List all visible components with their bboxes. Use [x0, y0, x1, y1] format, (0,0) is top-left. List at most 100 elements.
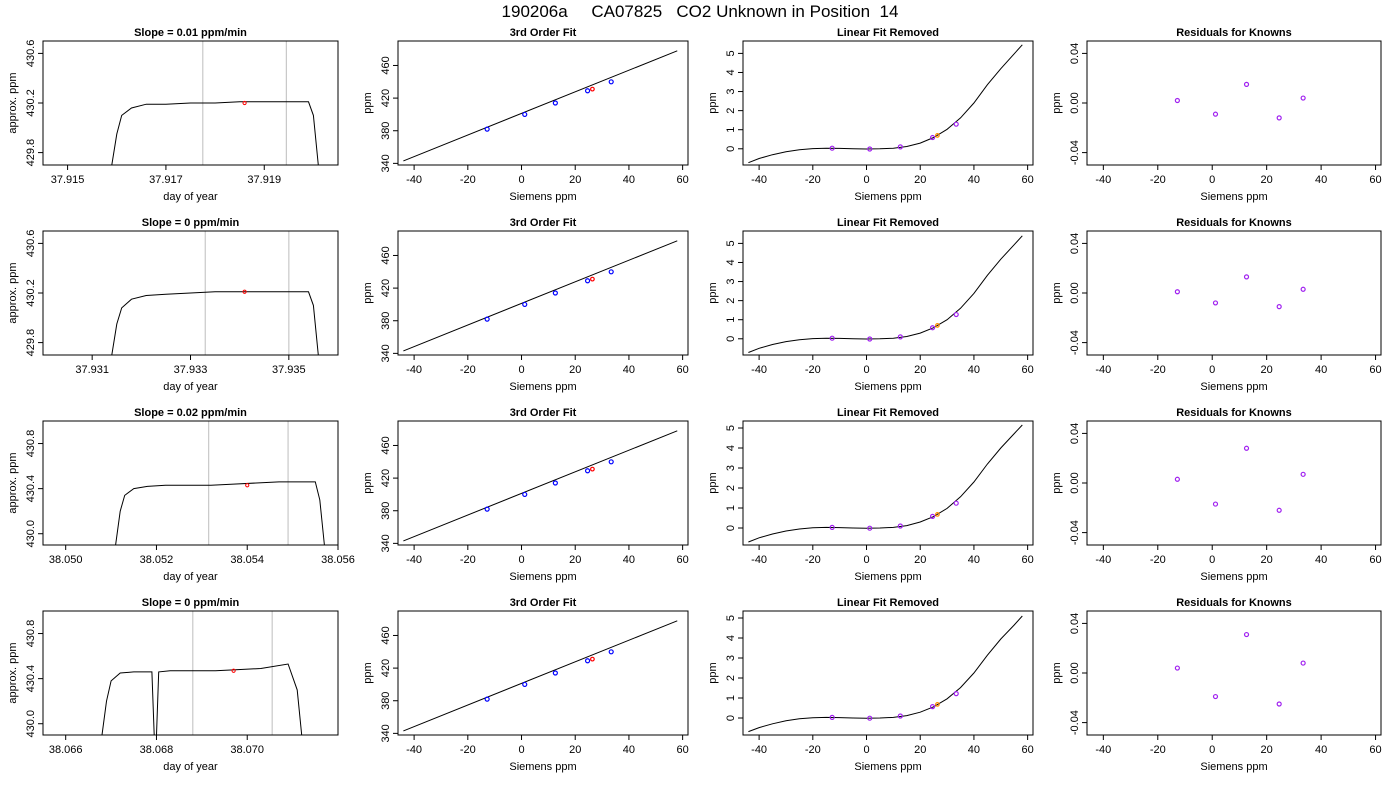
panel-title: Residuals for Knowns	[1176, 407, 1292, 419]
x-tick-label: 40	[968, 554, 980, 566]
x-tick-label: -40	[406, 174, 422, 186]
residual-point	[1276, 701, 1282, 707]
panel-title: Slope = 0 ppm/min	[142, 217, 240, 229]
panel-title: Residuals for Knowns	[1176, 217, 1292, 229]
known-point	[484, 506, 490, 512]
mean-point	[245, 483, 250, 488]
panel-data	[403, 50, 678, 162]
panel-data	[748, 44, 1023, 164]
unknown-point	[935, 323, 940, 328]
known-point	[608, 79, 614, 85]
panel-title: Linear Fit Removed	[837, 597, 939, 609]
panel-data	[748, 615, 1023, 733]
x-tick-label: -20	[1150, 554, 1166, 566]
y-tick-label: 5	[725, 240, 737, 246]
panel-data	[403, 620, 678, 732]
panel-r3-resid: Residuals for Knowns -40 -20 0 20 40 60 -0.04 0.…	[1051, 407, 1382, 583]
x-axis-label: day of year	[163, 191, 218, 203]
y-axis-label: ppm	[1051, 472, 1063, 493]
residual-point	[1174, 289, 1180, 295]
y-tick-label: 1	[725, 127, 737, 133]
known-point	[953, 690, 959, 697]
panel-title: Linear Fit Removed	[837, 217, 939, 229]
plot-frame	[742, 40, 1034, 166]
plot-frame	[397, 40, 689, 166]
y-tick-label: 0	[725, 336, 737, 342]
x-tick-label: -40	[406, 744, 422, 756]
trace-line	[111, 291, 319, 355]
known-point	[552, 100, 558, 106]
x-tick-label: 20	[914, 364, 926, 376]
y-tick-label: -0.04	[1069, 330, 1081, 355]
y-tick-label: 0.04	[1069, 423, 1081, 444]
x-tick-label: -20	[1150, 364, 1166, 376]
known-point	[584, 88, 591, 94]
y-tick-label: 460	[380, 436, 392, 454]
panel-r2-fit: 3rd Order Fit -40 -20 0 20 40 60 340 380 420 460 Si…	[362, 217, 689, 393]
x-tick-label: -20	[805, 744, 821, 756]
y-tick-label: 0.04	[1069, 43, 1081, 64]
known-point	[484, 126, 490, 132]
y-tick-label: 2	[725, 108, 737, 114]
x-tick-label: 60	[1369, 744, 1381, 756]
known-point	[552, 670, 558, 676]
y-axis-label: approx. ppm	[7, 262, 19, 323]
y-tick-label: 430.6	[25, 40, 37, 68]
x-tick-label: 40	[623, 174, 635, 186]
y-tick-label: -0.04	[1069, 520, 1081, 545]
y-tick-label: 460	[380, 246, 392, 264]
x-tick-label: 60	[677, 554, 689, 566]
x-tick-label: 40	[623, 364, 635, 376]
x-tick-label: 20	[569, 554, 581, 566]
x-axis-label: Siemens ppm	[1200, 191, 1267, 203]
page-title: 190206a CA07825 CO2 Unknown in Position …	[501, 2, 899, 21]
plot-frame	[42, 610, 339, 736]
known-point	[552, 290, 558, 296]
panel-data	[115, 421, 325, 545]
plot-frame	[1086, 610, 1382, 736]
x-axis-label: Siemens ppm	[509, 571, 576, 583]
panel-r2-resid: Residuals for Knowns -40 -20 0 20 40 60 -0.04 0.…	[1051, 217, 1382, 393]
y-tick-label: 430.2	[25, 89, 37, 117]
x-tick-label: -40	[751, 744, 767, 756]
panel-data	[111, 231, 319, 355]
panel-data	[1174, 445, 1306, 513]
x-tick-label: 40	[1315, 174, 1327, 186]
y-tick-label: 429.8	[25, 139, 37, 167]
x-tick-label: 60	[1022, 744, 1034, 756]
residual-point	[1300, 95, 1306, 101]
x-axis-label: Siemens ppm	[854, 191, 921, 203]
y-tick-label: 430.6	[25, 230, 37, 258]
known-point	[953, 500, 959, 506]
x-tick-label: 0	[863, 554, 869, 566]
x-tick-label: -40	[1095, 744, 1111, 756]
x-tick-label: 20	[569, 364, 581, 376]
x-tick-label: 60	[1022, 554, 1034, 566]
x-tick-label: 60	[1022, 174, 1034, 186]
x-tick-label: 37.917	[149, 174, 183, 186]
x-tick-label: 0	[1209, 364, 1215, 376]
x-tick-label: -20	[460, 174, 476, 186]
y-tick-label: 430.0	[25, 710, 37, 738]
known-point	[929, 325, 936, 331]
known-point	[867, 525, 873, 531]
residual-point	[1212, 693, 1219, 700]
unknown-point	[935, 702, 940, 707]
y-tick-label: 4	[725, 69, 737, 75]
x-tick-label: 37.919	[247, 174, 281, 186]
y-tick-label: 430.0	[25, 520, 37, 548]
panel-r1-trace: Slope = 0.01 ppm/min 37.915 37.917 37.919 42…	[7, 27, 339, 203]
known-point	[929, 703, 936, 710]
known-point	[897, 144, 903, 150]
mean-point	[231, 668, 236, 673]
panel-data	[111, 41, 319, 165]
x-axis-label: Siemens ppm	[1200, 761, 1267, 773]
panel-r4-linfit: Linear Fit Removed -40 -20 0 20 40 60 0 1 2 3 4 5 Sie…	[707, 597, 1034, 773]
x-tick-label: -20	[805, 174, 821, 186]
y-axis-label: ppm	[707, 662, 719, 683]
known-point	[522, 681, 528, 688]
x-axis-label: Siemens ppm	[1200, 571, 1267, 583]
y-tick-label: 340	[380, 724, 392, 742]
x-tick-label: -40	[1095, 364, 1111, 376]
